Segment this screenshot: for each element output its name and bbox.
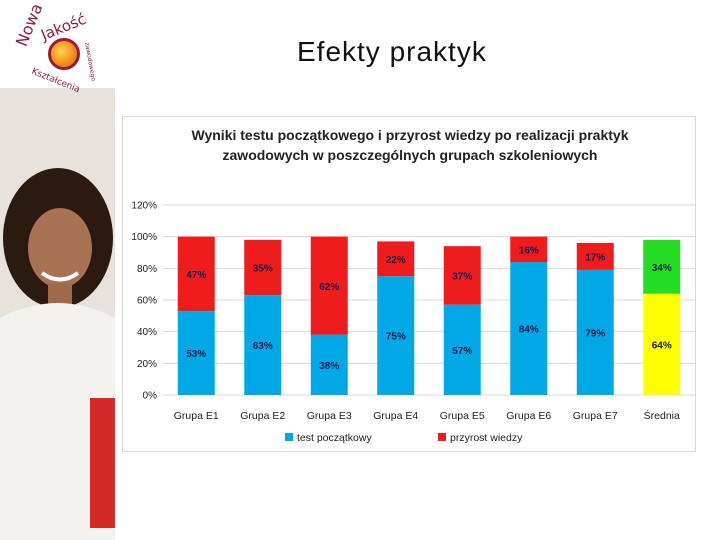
data-label: 62% [319, 282, 339, 293]
data-label: 47% [186, 270, 206, 281]
y-tick-label: 20% [137, 359, 157, 370]
y-tick-label: 80% [137, 264, 157, 275]
bar-test-poczatkowy [510, 262, 548, 395]
data-label: 37% [452, 271, 472, 282]
data-label: 57% [452, 346, 472, 357]
logo-text: Kształcenia [29, 66, 82, 96]
bar-test-poczatkowy [443, 304, 481, 395]
chart-container: Wyniki testu początkowego i przyrost wie… [122, 116, 696, 452]
data-label: 84% [519, 325, 539, 336]
legend-label: przyrost wiedzy [450, 432, 523, 444]
bar-test-poczatkowy [643, 293, 681, 395]
bar-chart: 0% 20% 40% 60% 80% 100% 120% 53% 47% Grupa E1 63% 3… [131, 201, 695, 444]
data-label: 63% [253, 341, 273, 352]
data-label: 35% [253, 264, 273, 275]
data-label: 79% [585, 328, 605, 339]
bar-przyrost-wiedzy [310, 236, 348, 335]
bar-przyrost-wiedzy [443, 246, 481, 305]
bar-przyrost-wiedzy [643, 239, 681, 294]
y-tick-label: 0% [143, 391, 158, 402]
x-category-label: Grupa E1 [174, 410, 219, 422]
logo-q-icon [48, 38, 80, 70]
bar-przyrost-wiedzy [510, 236, 548, 262]
legend-swatch [285, 433, 293, 441]
x-category-label: Grupa E5 [440, 410, 485, 422]
data-label: 17% [585, 252, 605, 263]
student-photo [0, 88, 115, 540]
data-label: 38% [319, 361, 339, 372]
x-category-label: Grupa E3 [307, 410, 352, 422]
page-title: Efekty praktyk [297, 36, 487, 67]
bar-przyrost-wiedzy [177, 236, 215, 312]
chart-title: Wyniki testu początkowego i przyrost wie… [123, 125, 697, 165]
y-tick-label: 60% [137, 296, 157, 307]
data-label: 16% [519, 245, 539, 256]
bar-test-poczatkowy [377, 276, 415, 395]
logo: Nowa Jakość Kształcenia zawodowego [8, 1, 118, 96]
x-category-label: Grupa E6 [506, 410, 551, 422]
legend-swatch [438, 433, 446, 441]
chart-title-line2: zawodowych w poszczególnych grupach szko… [222, 147, 598, 163]
student-photo-illustration [0, 88, 115, 540]
legend-label: test początkowy [297, 432, 372, 444]
y-tick-label: 120% [131, 201, 157, 212]
chart-title-line1: Wyniki testu początkowego i przyrost wie… [191, 127, 629, 143]
x-category-label: Grupa E4 [373, 410, 418, 422]
x-category-label: Grupa E2 [240, 410, 285, 422]
bar-przyrost-wiedzy [377, 241, 415, 277]
bar-przyrost-wiedzy [244, 239, 282, 296]
bar-test-poczatkowy [576, 269, 614, 395]
bar-test-poczatkowy [310, 334, 348, 395]
data-label: 34% [652, 263, 672, 274]
x-category-label: Grupa E7 [573, 410, 618, 422]
bar-przyrost-wiedzy [576, 243, 614, 270]
logo-text: Nowa [12, 0, 47, 50]
y-tick-label: 100% [131, 232, 157, 243]
bar-test-poczatkowy [244, 295, 282, 395]
data-label: 22% [386, 255, 406, 266]
x-category-label: Średnia [644, 409, 680, 422]
logo-text: zawodowego [83, 42, 97, 82]
data-label: 75% [386, 332, 406, 343]
data-label: 64% [652, 340, 672, 351]
y-tick-label: 40% [137, 327, 157, 338]
bar-test-poczatkowy [177, 311, 215, 395]
data-label: 53% [186, 349, 206, 360]
